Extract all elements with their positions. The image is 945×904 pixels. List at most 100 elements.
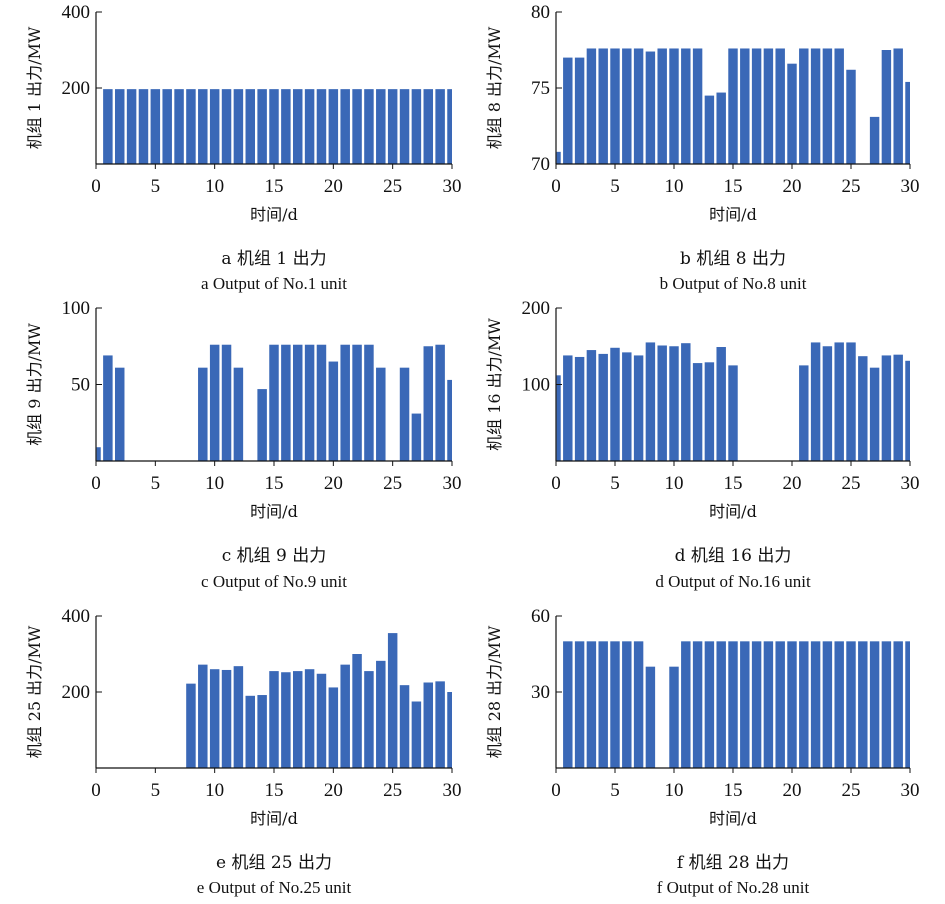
bar-b-29	[893, 48, 903, 165]
bar-d-24	[834, 342, 844, 461]
y-tick-label-d-100: 100	[522, 375, 551, 396]
bar-f-28	[881, 641, 892, 768]
x-tick-label-e-15: 15	[265, 780, 284, 801]
y-tick-label-c-100: 100	[62, 298, 91, 319]
x-tick-label-c-20: 20	[324, 473, 343, 494]
bar-f-14	[716, 641, 726, 768]
x-tick-label-e-20: 20	[324, 780, 343, 801]
bar-b-15	[728, 48, 738, 165]
bar-c-0	[96, 447, 101, 461]
bar-c-1	[103, 355, 113, 461]
bar-e-19	[316, 673, 327, 768]
bar-b-21	[799, 48, 809, 165]
bar-f-1	[563, 641, 573, 768]
y-tick-label-b-70: 70	[531, 154, 550, 175]
panel-c: 50 100 0 5 10 15 20 25 30 时间/d 机组 9 出力/MW c 机组 9 出力…	[25, 298, 462, 591]
bar-a-7	[174, 89, 184, 164]
bar-f-11	[681, 641, 691, 768]
bar-e-23	[364, 671, 374, 768]
bar-b-3	[586, 48, 597, 165]
bar-e-22	[352, 654, 362, 768]
bar-b-13	[704, 95, 715, 164]
bar-f-7	[633, 641, 644, 768]
bar-a-19	[316, 89, 327, 164]
bar-d-5	[610, 347, 620, 461]
bar-f-27	[869, 641, 880, 768]
bar-c-9	[198, 367, 208, 461]
bar-b-22	[810, 48, 821, 165]
caption-cn-e: e 机组 25 出力	[216, 853, 332, 873]
bar-f-4	[598, 641, 608, 768]
bar-d-1	[563, 355, 573, 461]
bar-a-30	[447, 89, 452, 164]
x-tick-label-f-0: 0	[551, 780, 561, 801]
bar-a-28	[423, 89, 434, 164]
x-tick-label-b-0: 0	[551, 176, 561, 197]
bar-a-5	[150, 89, 161, 164]
bar-b-14	[716, 92, 726, 164]
bar-e-15	[269, 671, 279, 768]
bar-b-12	[692, 48, 703, 165]
x-tick-label-a-5: 5	[151, 176, 161, 197]
y-tick-label-f-30: 30	[531, 682, 550, 703]
caption-en-f: f Output of No.28 unit	[657, 878, 810, 897]
bar-d-30	[905, 360, 910, 461]
bar-a-13	[245, 89, 256, 164]
bar-b-18	[763, 48, 774, 165]
bar-d-3	[586, 350, 597, 461]
x-tick-label-c-5: 5	[151, 473, 161, 494]
x-tick-label-a-30: 30	[443, 176, 462, 197]
bar-f-23	[822, 641, 833, 768]
bar-d-26	[858, 356, 868, 461]
bar-e-11	[221, 669, 232, 768]
bar-f-17	[751, 641, 762, 768]
bar-e-26	[399, 685, 410, 768]
bar-b-1	[563, 57, 573, 164]
bar-a-10	[209, 89, 220, 164]
bar-b-10	[669, 48, 679, 165]
bar-a-23	[364, 89, 374, 164]
x-tick-label-e-25: 25	[383, 780, 402, 801]
x-tick-label-b-10: 10	[665, 176, 684, 197]
bar-e-20	[328, 687, 339, 768]
x-tick-label-f-15: 15	[724, 780, 743, 801]
bar-e-12	[233, 666, 244, 768]
bar-b-25	[846, 69, 856, 164]
y-tick-label-b-80: 80	[531, 2, 550, 23]
bar-f-8	[645, 666, 656, 768]
bar-d-22	[810, 342, 821, 461]
bar-b-27	[869, 116, 880, 164]
caption-en-c: c Output of No.9 unit	[201, 572, 347, 591]
caption-cn-d: d 机组 16 出力	[675, 546, 792, 566]
bar-d-0	[556, 375, 561, 461]
x-tick-label-c-30: 30	[443, 473, 462, 494]
bar-c-19	[316, 344, 327, 461]
bar-e-30	[447, 692, 452, 768]
bar-c-27	[411, 413, 422, 461]
bar-e-29	[435, 681, 445, 768]
bar-c-24	[376, 367, 386, 461]
bar-e-14	[257, 695, 267, 768]
y-tick-label-a-400: 400	[62, 2, 91, 23]
bar-f-2	[574, 641, 585, 768]
bar-d-9	[657, 345, 667, 461]
bar-c-2	[114, 367, 125, 461]
x-axis-label-a: 时间/d	[250, 205, 298, 224]
bar-b-19	[775, 48, 785, 165]
bar-f-26	[858, 641, 868, 768]
x-tick-label-b-30: 30	[901, 176, 920, 197]
bar-e-28	[423, 682, 434, 768]
bar-f-16	[740, 641, 750, 768]
x-tick-label-d-20: 20	[783, 473, 802, 494]
bar-c-22	[352, 344, 362, 461]
x-tick-label-a-25: 25	[383, 176, 402, 197]
bar-b-6	[622, 48, 632, 165]
bar-f-12	[692, 641, 703, 768]
y-tick-label-a-200: 200	[62, 78, 91, 99]
bar-f-30	[905, 641, 910, 768]
bar-a-14	[257, 89, 267, 164]
bar-b-20	[787, 63, 797, 164]
x-tick-label-d-10: 10	[665, 473, 684, 494]
y-tick-label-c-50: 50	[71, 375, 90, 396]
